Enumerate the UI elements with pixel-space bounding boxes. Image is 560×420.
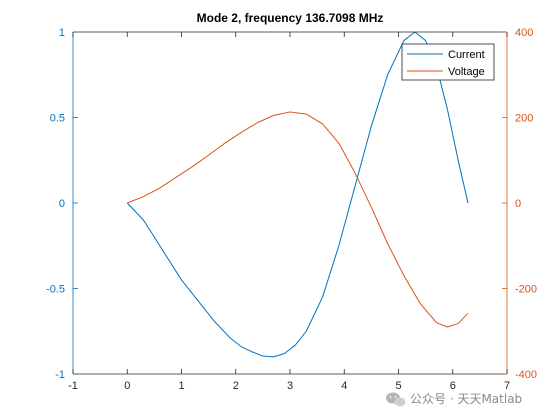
left-y-tick-label: -0.5 — [46, 284, 65, 296]
x-tick-label: 3 — [287, 380, 293, 392]
left-y-tick-label: -1 — [55, 369, 65, 381]
watermark: 公众号 · 天天Matlab — [386, 392, 522, 407]
right-y-tick-label: 0 — [515, 198, 521, 210]
series-line-voltage — [127, 111, 469, 328]
x-tick-label: 2 — [233, 380, 239, 392]
x-tick-label: -1 — [68, 380, 78, 392]
ticks-layer: -1 0 1 2 3 4 5 6 7 -1 -0.5 0 0.5 1 -400 -200 0 200 400 — [46, 27, 537, 392]
legend-label-voltage: Voltage — [448, 66, 485, 78]
right-y-tick-label: 200 — [515, 113, 533, 125]
right-y-tick-label: -200 — [515, 284, 537, 296]
wechat-icon — [386, 392, 406, 407]
right-y-tick-label: -400 — [515, 369, 537, 381]
legend-label-current: Current — [448, 49, 485, 61]
watermark-text: 公众号 · 天天Matlab — [410, 392, 522, 406]
right-y-tick-label: 400 — [515, 27, 533, 39]
left-y-tick-label: 0 — [59, 198, 65, 210]
x-tick-label: 0 — [124, 380, 130, 392]
legend: Current Voltage — [401, 43, 495, 81]
x-tick-label: 1 — [178, 380, 184, 392]
left-y-tick-label: 1 — [59, 27, 65, 39]
series-line-current — [126, 31, 469, 358]
x-tick-label: 5 — [395, 380, 401, 392]
chart-title: Mode 2, frequency 136.7098 MHz — [197, 11, 384, 25]
plot-area — [73, 32, 507, 374]
x-tick-label: 7 — [504, 380, 510, 392]
x-tick-label: 4 — [341, 380, 347, 392]
left-y-tick-label: 0.5 — [50, 113, 65, 125]
x-tick-label: 6 — [450, 380, 456, 392]
legend-box — [401, 43, 495, 81]
series-layer — [126, 31, 469, 358]
